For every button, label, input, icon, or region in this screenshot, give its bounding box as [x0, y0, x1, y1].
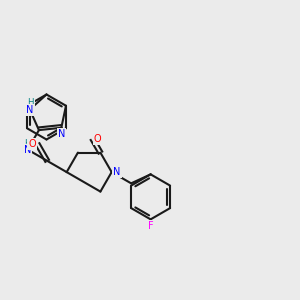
Text: N: N [26, 105, 34, 115]
Text: O: O [94, 134, 101, 144]
Text: N: N [24, 145, 32, 154]
Text: N: N [113, 167, 121, 177]
Text: O: O [28, 139, 36, 149]
Text: H: H [27, 98, 34, 107]
Text: N: N [58, 129, 65, 139]
Text: F: F [148, 221, 153, 231]
Text: H: H [24, 139, 31, 148]
